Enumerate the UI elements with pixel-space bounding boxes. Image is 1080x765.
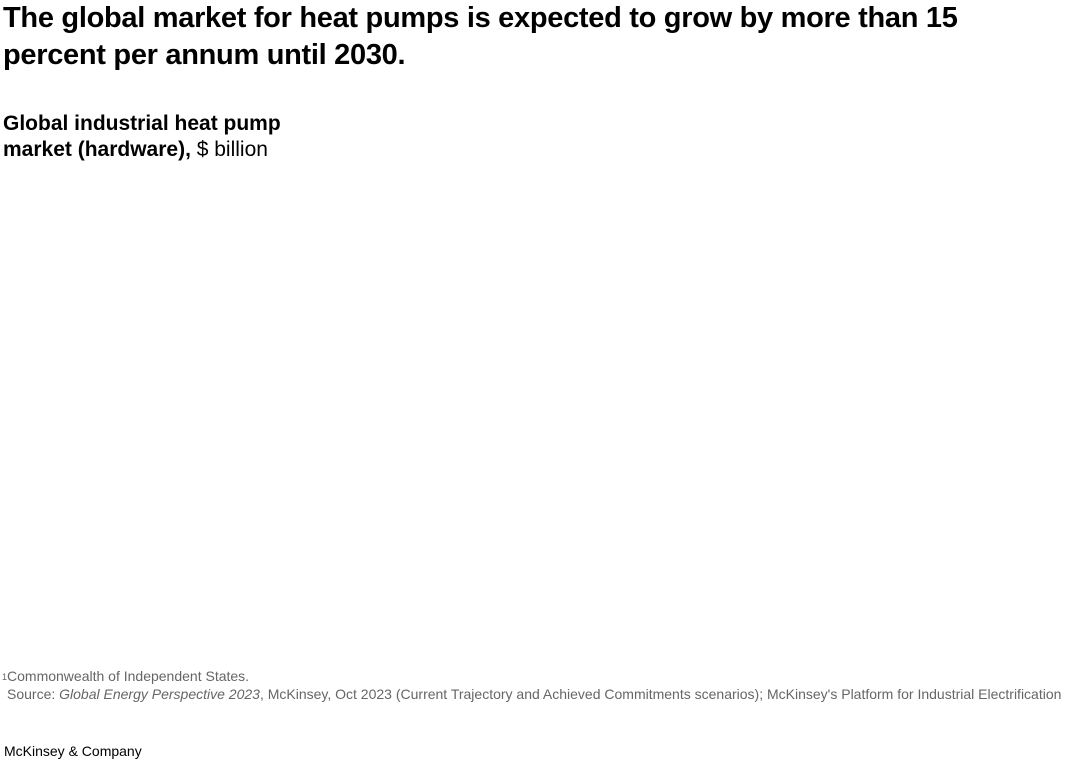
footnote-text: Commonwealth of Independent States. [7,668,250,684]
footnote-marker: 1 [2,672,8,682]
source-note: Source: Global Energy Perspective 2023, … [2,686,1062,704]
chart-plot-area [0,170,1080,660]
source-label: Source: [7,685,60,702]
brand-logo-text: McKinsey & Company [4,743,142,759]
footnote-1: 1Commonwealth of Independent States. [2,668,1062,686]
chart-title: The global market for heat pumps is expe… [3,2,958,71]
subtitle-unit: $ billion [190,138,268,161]
subtitle-metric: Global industrial heat pump market (hard… [3,112,281,161]
source-publication: Global Energy Perspective 2023 [59,685,260,702]
chart-subtitle: Global industrial heat pump market (hard… [3,111,323,163]
source-details: , McKinsey, Oct 2023 (Current Trajectory… [259,685,1062,702]
footnotes: 1Commonwealth of Independent States. Sou… [2,668,1062,703]
